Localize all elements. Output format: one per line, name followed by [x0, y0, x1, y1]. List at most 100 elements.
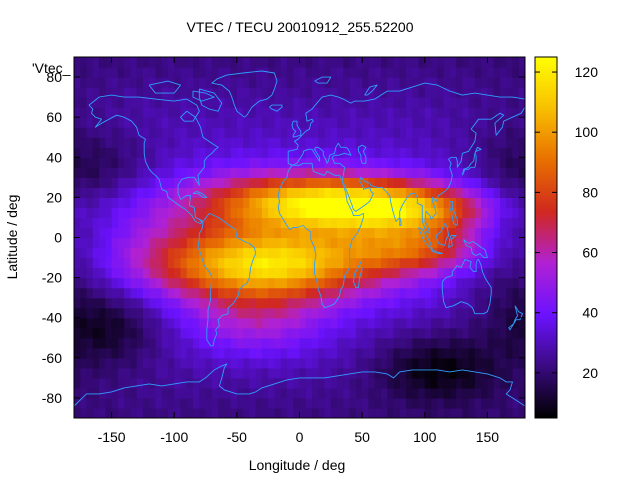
heatmap-cell	[124, 97, 131, 108]
heatmap-cell	[499, 367, 507, 379]
heatmap-cell	[462, 167, 470, 178]
heatmap-cell	[499, 227, 507, 239]
heatmap-cell	[249, 167, 257, 178]
heatmap-cell	[268, 227, 276, 239]
heatmap-cell	[343, 357, 351, 369]
heatmap-cell	[481, 67, 489, 78]
heatmap-cell	[374, 407, 382, 418]
heatmap-cell	[293, 377, 301, 389]
heatmap-cell	[349, 327, 357, 339]
heatmap-cell	[136, 397, 144, 409]
heatmap-cell	[186, 287, 194, 299]
heatmap-cell	[380, 387, 388, 399]
heatmap-cell	[161, 87, 169, 98]
heatmap-cell	[518, 187, 525, 198]
heatmap-cell	[74, 57, 81, 68]
heatmap-cell	[393, 87, 401, 98]
heatmap-cell	[117, 407, 125, 418]
heatmap-cell	[236, 347, 244, 359]
heatmap-cell	[518, 97, 525, 108]
heatmap-cell	[117, 287, 125, 299]
heatmap-cell	[74, 377, 81, 389]
heatmap-cell	[493, 197, 501, 209]
heatmap-cell	[330, 217, 338, 229]
heatmap-cell	[387, 277, 395, 289]
heatmap-cell	[142, 67, 150, 78]
heatmap-cell	[293, 77, 301, 88]
heatmap-cell	[374, 217, 382, 229]
heatmap-cell	[205, 67, 213, 78]
heatmap-cell	[293, 327, 301, 339]
heatmap-cell	[99, 257, 106, 269]
heatmap-cell	[324, 87, 332, 98]
heatmap-cell	[142, 257, 150, 269]
heatmap-cell	[299, 67, 307, 78]
heatmap-cell	[343, 277, 351, 289]
heatmap-cell	[487, 157, 495, 168]
heatmap-cell	[468, 297, 476, 309]
heatmap-cell	[499, 107, 507, 118]
heatmap-cell	[437, 297, 445, 309]
heatmap-cell	[180, 197, 188, 209]
heatmap-cell	[424, 367, 432, 379]
heatmap-cell	[418, 307, 426, 319]
heatmap-cell	[224, 227, 232, 239]
heatmap-cell	[299, 387, 307, 399]
heatmap-cell	[330, 237, 338, 249]
heatmap-cell	[274, 87, 282, 98]
heatmap-cell	[355, 367, 363, 379]
heatmap-cell	[399, 157, 407, 168]
heatmap-cell	[387, 307, 395, 319]
heatmap-cell	[349, 117, 357, 128]
heatmap-cell	[293, 227, 301, 239]
heatmap-cell	[437, 157, 445, 168]
heatmap-cell	[293, 277, 301, 289]
heatmap-cell	[431, 197, 438, 209]
heatmap-cell	[299, 217, 307, 229]
heatmap-cell	[80, 237, 88, 249]
heatmap-cell	[74, 147, 81, 158]
heatmap-cell	[99, 177, 106, 188]
heatmap-cell	[199, 387, 207, 399]
heatmap-cell	[92, 387, 100, 399]
heatmap-cell	[305, 227, 313, 239]
heatmap-cell	[243, 137, 250, 148]
heatmap-cell	[180, 337, 188, 349]
heatmap-cell	[111, 307, 119, 319]
heatmap-cell	[380, 347, 388, 359]
heatmap-cell	[443, 407, 451, 418]
y-axis-label: Latitude / deg	[4, 195, 20, 280]
heatmap-cell	[330, 177, 338, 188]
heatmap-cell	[286, 77, 294, 88]
heatmap-cell	[218, 287, 225, 299]
heatmap-cell	[355, 377, 363, 389]
heatmap-cell	[230, 77, 238, 88]
heatmap-cell	[405, 287, 413, 299]
heatmap-cell	[368, 217, 376, 229]
heatmap-cell	[274, 297, 282, 309]
heatmap-cell	[449, 147, 457, 158]
heatmap-cell	[211, 387, 219, 399]
heatmap-cell	[443, 107, 451, 118]
heatmap-cell	[136, 237, 144, 249]
heatmap-cell	[274, 407, 282, 418]
heatmap-cell	[142, 357, 150, 369]
heatmap-cell	[499, 317, 507, 329]
heatmap-cell	[80, 307, 88, 319]
coastline-canadian-arctic	[148, 80, 181, 94]
heatmap-cell	[387, 187, 395, 198]
heatmap-cell	[205, 397, 213, 409]
heatmap-cell	[224, 367, 232, 379]
heatmap-cell	[506, 127, 514, 138]
heatmap-cell	[130, 177, 138, 188]
heatmap-cell	[462, 397, 470, 409]
heatmap-cell	[293, 137, 301, 148]
heatmap-cell	[224, 217, 232, 229]
heatmap-cell	[387, 357, 395, 369]
heatmap-cell	[437, 307, 445, 319]
heatmap-cell	[393, 267, 401, 279]
heatmap-cell	[380, 377, 388, 389]
heatmap-cell	[399, 397, 407, 409]
heatmap-cell	[362, 167, 369, 178]
heatmap-cell	[437, 127, 445, 138]
